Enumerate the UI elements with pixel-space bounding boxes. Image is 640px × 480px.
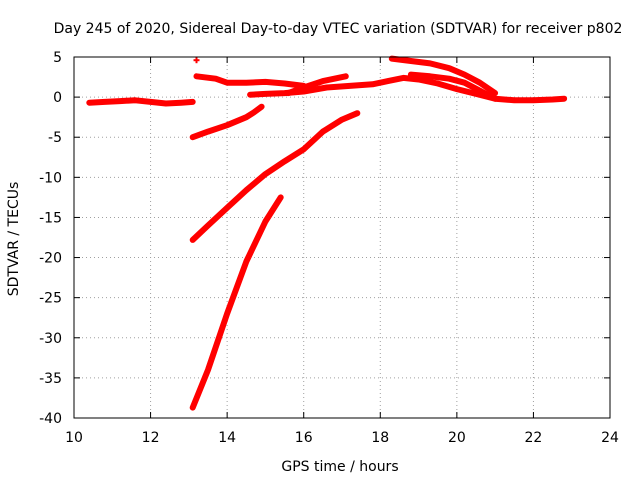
y-tick-label: 0 — [53, 90, 62, 106]
grid-lines — [74, 57, 610, 418]
x-axis-label: GPS time / hours — [281, 459, 398, 475]
series-track-6 — [388, 55, 499, 97]
y-tick-label: -15 — [39, 210, 62, 226]
plot-frame — [73, 56, 611, 419]
y-tick-label: -25 — [39, 291, 62, 307]
x-tick-label: 24 — [601, 430, 619, 446]
data-series — [86, 55, 568, 411]
y-tick-label: -40 — [39, 411, 62, 427]
y-tick-label: -5 — [48, 130, 62, 146]
y-axis-label: SDTVAR / TECUs — [6, 182, 22, 297]
x-tick-label: 18 — [371, 430, 389, 446]
series-track-10 — [189, 194, 284, 411]
y-tick-label: -10 — [39, 170, 62, 186]
y-tick-label: -35 — [39, 371, 62, 387]
y-tick-label: -20 — [39, 251, 62, 267]
series-track-2 — [193, 73, 307, 89]
x-tick-label: 16 — [295, 430, 313, 446]
x-tick-label: 14 — [218, 430, 236, 446]
x-tick-label: 10 — [65, 430, 83, 446]
chart-title: Day 245 of 2020, Sidereal Day-to-day VTE… — [54, 21, 623, 37]
axis-ticks: 10 12 14 16 18 20 22 24 5 0 -5 -10 -15 -20 -25 -30 -35 -4… — [39, 50, 619, 446]
series-track-8 — [189, 103, 265, 141]
series-track-5 — [285, 73, 349, 97]
y-tick-label: -30 — [39, 331, 62, 347]
x-tick-label: 22 — [525, 430, 543, 446]
series-track-1 — [86, 97, 196, 107]
series-track-7 — [407, 71, 499, 102]
series-track-9 — [189, 110, 361, 243]
x-tick-label: 20 — [448, 430, 466, 446]
x-tick-label: 12 — [142, 430, 160, 446]
y-tick-label: 5 — [53, 50, 62, 66]
